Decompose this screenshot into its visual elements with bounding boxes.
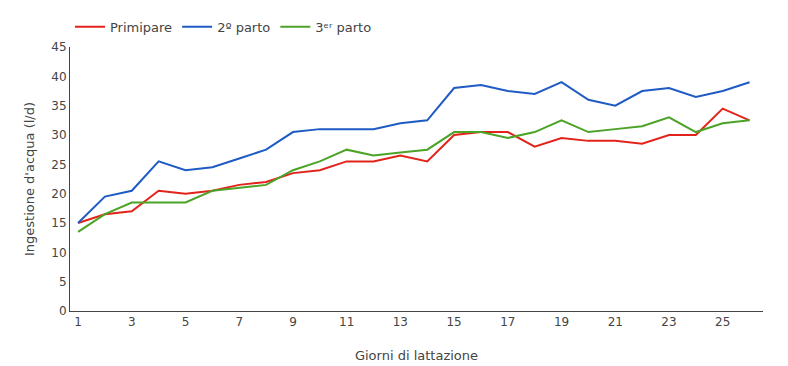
- svg-text:40: 40: [51, 70, 66, 84]
- svg-text:15: 15: [446, 315, 461, 329]
- svg-text:Ingestione d'acqua (l/d): Ingestione d'acqua (l/d): [22, 102, 37, 256]
- svg-text:21: 21: [608, 315, 623, 329]
- svg-text:3ᵉʳ parto: 3ᵉʳ parto: [315, 20, 371, 35]
- svg-text:20: 20: [51, 187, 66, 201]
- svg-text:25: 25: [715, 315, 730, 329]
- svg-text:17: 17: [500, 315, 515, 329]
- svg-text:5: 5: [182, 315, 190, 329]
- svg-text:9: 9: [289, 315, 297, 329]
- svg-text:2º parto: 2º parto: [217, 20, 270, 35]
- svg-text:15: 15: [51, 216, 66, 230]
- svg-text:3: 3: [128, 315, 136, 329]
- svg-text:35: 35: [51, 99, 66, 113]
- svg-text:7: 7: [235, 315, 243, 329]
- svg-text:1: 1: [74, 315, 82, 329]
- svg-text:11: 11: [339, 315, 354, 329]
- svg-text:0: 0: [59, 304, 67, 318]
- svg-text:5: 5: [59, 275, 67, 289]
- svg-text:Primipare: Primipare: [110, 20, 172, 35]
- svg-text:Giorni di lattazione: Giorni di lattazione: [355, 348, 478, 363]
- svg-text:10: 10: [51, 246, 66, 260]
- svg-text:30: 30: [51, 128, 66, 142]
- svg-text:25: 25: [51, 158, 66, 172]
- svg-text:23: 23: [661, 315, 676, 329]
- svg-text:45: 45: [51, 40, 66, 54]
- svg-text:13: 13: [393, 315, 408, 329]
- svg-text:19: 19: [554, 315, 569, 329]
